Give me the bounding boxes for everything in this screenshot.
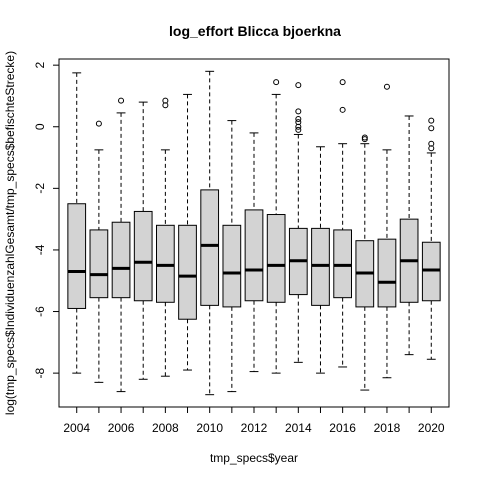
outlier-point (428, 125, 435, 132)
outlier-point (273, 79, 280, 86)
x-tick-label: 2018 (374, 421, 401, 435)
box-2020 (421, 117, 441, 360)
outlier-point (339, 79, 346, 86)
box-2018 (377, 83, 397, 379)
y-axis: -8 -6 -4 -2 0 2 (33, 62, 60, 378)
box-2007 (133, 101, 153, 380)
x-tick-label: 2020 (418, 421, 445, 435)
box-iqr (311, 227, 330, 306)
box-2014 (288, 82, 308, 363)
box-2015 (311, 146, 330, 374)
box-iqr (178, 224, 197, 320)
y-tick-label: -4 (33, 244, 47, 255)
x-tick-label: 2008 (152, 421, 179, 435)
box-2013 (266, 79, 286, 374)
box-iqr (266, 214, 286, 303)
y-tick-label: 2 (33, 62, 47, 69)
x-tick-label: 2012 (241, 421, 268, 435)
x-tick-label: 2010 (196, 421, 223, 435)
box-2019 (399, 115, 419, 356)
outlier-point (295, 116, 302, 123)
outlier-point (383, 83, 390, 90)
x-axis: 2004 2006 2008 2010 2012 2014 2016 2018 2020 (63, 406, 445, 435)
box-iqr (67, 203, 87, 309)
x-tick-label: 2014 (285, 421, 312, 435)
box-2012 (244, 132, 264, 373)
outlier-point (295, 82, 302, 89)
x-tick-label: 2006 (108, 421, 135, 435)
box-2016 (333, 79, 353, 368)
box-2004 (67, 72, 87, 374)
outlier-point (295, 126, 302, 133)
outlier-point (428, 145, 435, 152)
outlier-point (339, 106, 346, 113)
box-2005 (89, 120, 109, 383)
outlier-point (118, 97, 125, 104)
box-2009 (178, 93, 197, 371)
box-iqr (156, 224, 175, 303)
box-2011 (222, 120, 242, 393)
y-tick-label: -6 (33, 306, 47, 317)
box-iqr (89, 229, 109, 299)
box-iqr (222, 224, 242, 308)
outlier-point (295, 108, 302, 115)
box-iqr (133, 210, 153, 302)
box-iqr (200, 189, 220, 306)
outlier-point (162, 97, 169, 104)
outlier-point (428, 117, 435, 124)
box-2010 (200, 70, 220, 396)
box-iqr (333, 229, 353, 299)
box-iqr (111, 221, 131, 299)
outlier-point (295, 123, 302, 130)
y-tick-label: -2 (33, 183, 47, 194)
outlier-point (361, 136, 368, 143)
y-tick-label: 0 (33, 123, 47, 130)
box-iqr (244, 209, 264, 302)
outlier-point (95, 120, 102, 127)
x-axis-label: tmp_specs$year (210, 451, 298, 465)
chart-title: log_effort Blicca bjoerkna (169, 23, 341, 39)
y-tick-label: -8 (33, 367, 47, 378)
box-iqr (421, 241, 441, 302)
y-axis-label: log(tmp_specs$IndividuenzahlGesamt/tmp_s… (3, 51, 17, 415)
x-tick-label: 2016 (329, 421, 356, 435)
boxes-layer (67, 70, 441, 396)
x-tick-label: 2004 (63, 421, 90, 435)
box-2008 (156, 97, 175, 377)
box-2017 (355, 134, 375, 391)
box-iqr (377, 238, 397, 308)
box-2006 (111, 97, 131, 393)
